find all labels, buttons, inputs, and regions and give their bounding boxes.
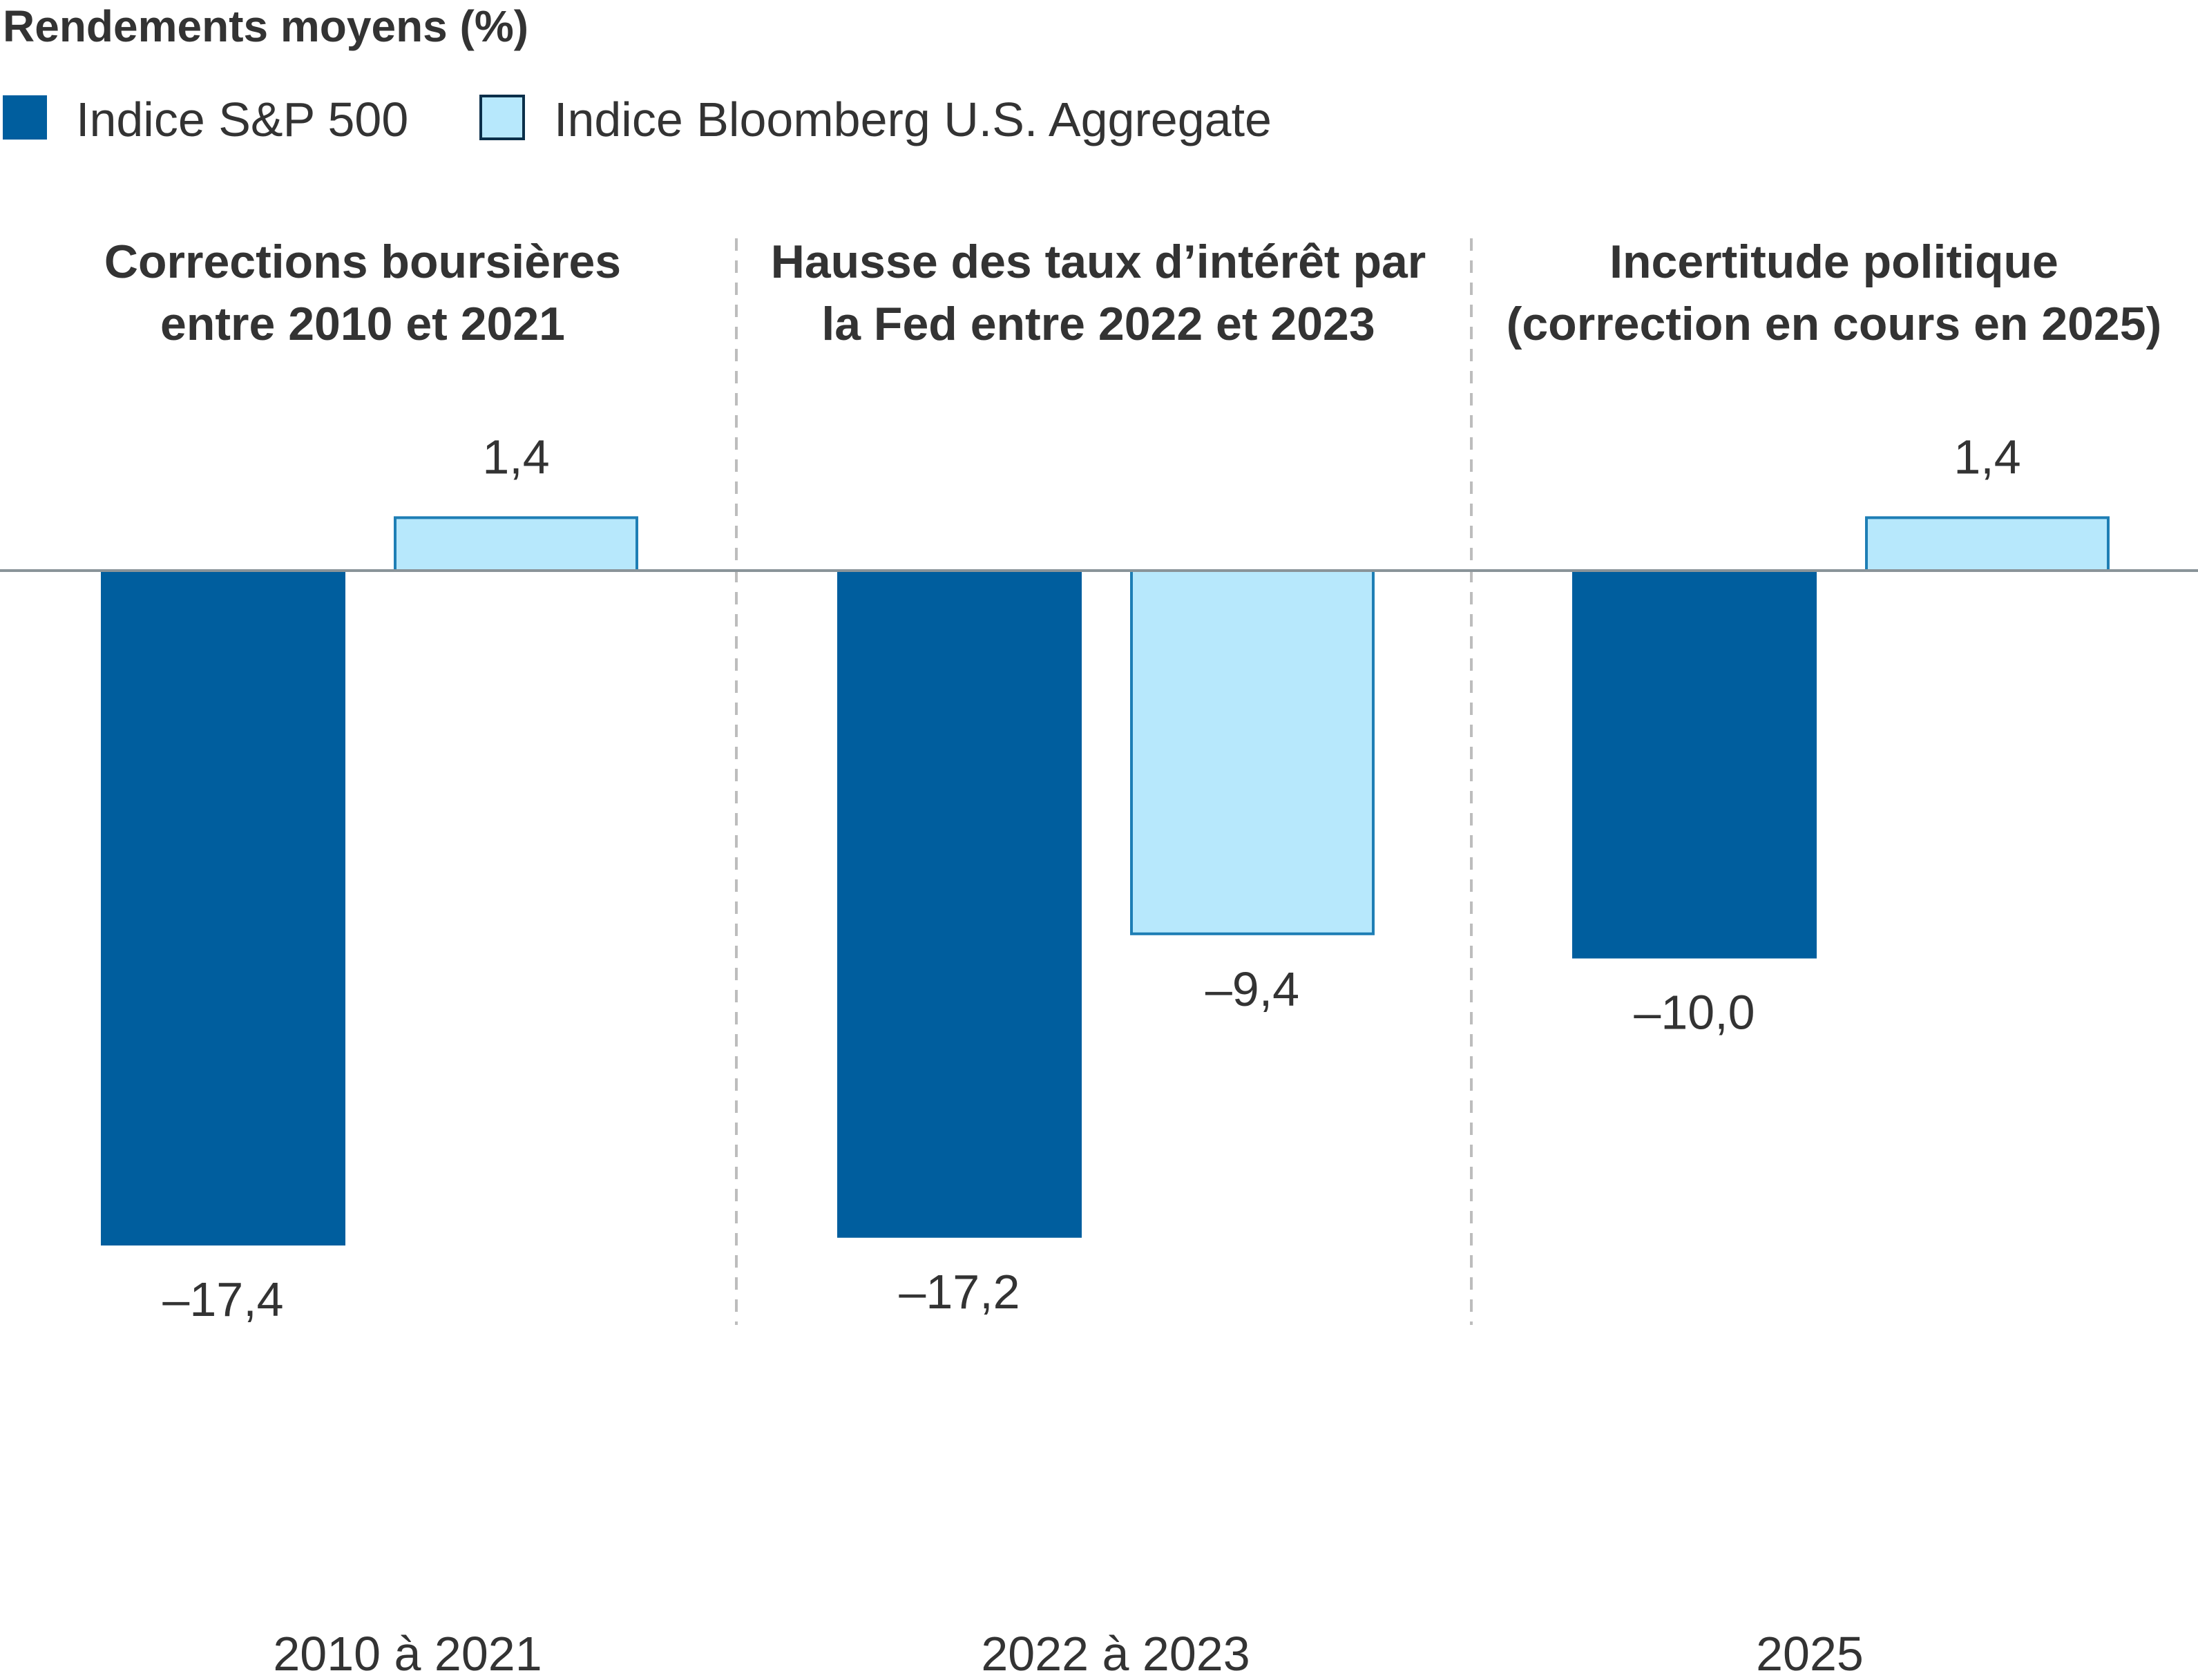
legend-label-sp500: Indice S&P 500	[76, 93, 408, 146]
bar-sp500-3	[1572, 571, 1817, 959]
group-title-1: Corrections boursières entre 2010 et 2021	[104, 236, 621, 350]
value-label-sp500-2: –17,2	[899, 1265, 1020, 1319]
x-tick-label-2: 2022 à 2023	[981, 1627, 1250, 1680]
value-label-bloomberg-2: –9,4	[1205, 962, 1299, 1016]
legend-swatch-bloomberg	[479, 95, 525, 140]
value-label-sp500-1: –17,4	[162, 1272, 283, 1326]
group-title-3: Incertitude politique (correction en cour…	[1507, 236, 2162, 350]
x-tick-label-3: 2025	[1756, 1627, 1864, 1680]
group-title-2: Hausse des taux d’intérêt par la Fed entr…	[771, 236, 1426, 350]
legend-label-bloomberg: Indice Bloomberg U.S. Aggregate	[554, 93, 1272, 146]
x-tick-label-1: 2010 à 2021	[273, 1627, 542, 1680]
bar-bloomberg-3	[1865, 516, 2110, 572]
value-label-bloomberg-3: 1,4	[1953, 430, 2020, 484]
value-label-bloomberg-1: 1,4	[482, 430, 549, 484]
bar-bloomberg-2	[1130, 569, 1375, 935]
legend: Indice S&P 500 Indice Bloomberg U.S. Agg…	[3, 93, 1272, 146]
chart-title: Rendements moyens (%)	[3, 1, 528, 51]
bar-bloomberg-1	[394, 516, 638, 572]
legend-swatch-sp500	[3, 95, 47, 140]
bar-sp500-1	[101, 571, 345, 1245]
bar-sp500-2	[837, 571, 1082, 1238]
value-label-sp500-3: –10,0	[1634, 985, 1755, 1039]
